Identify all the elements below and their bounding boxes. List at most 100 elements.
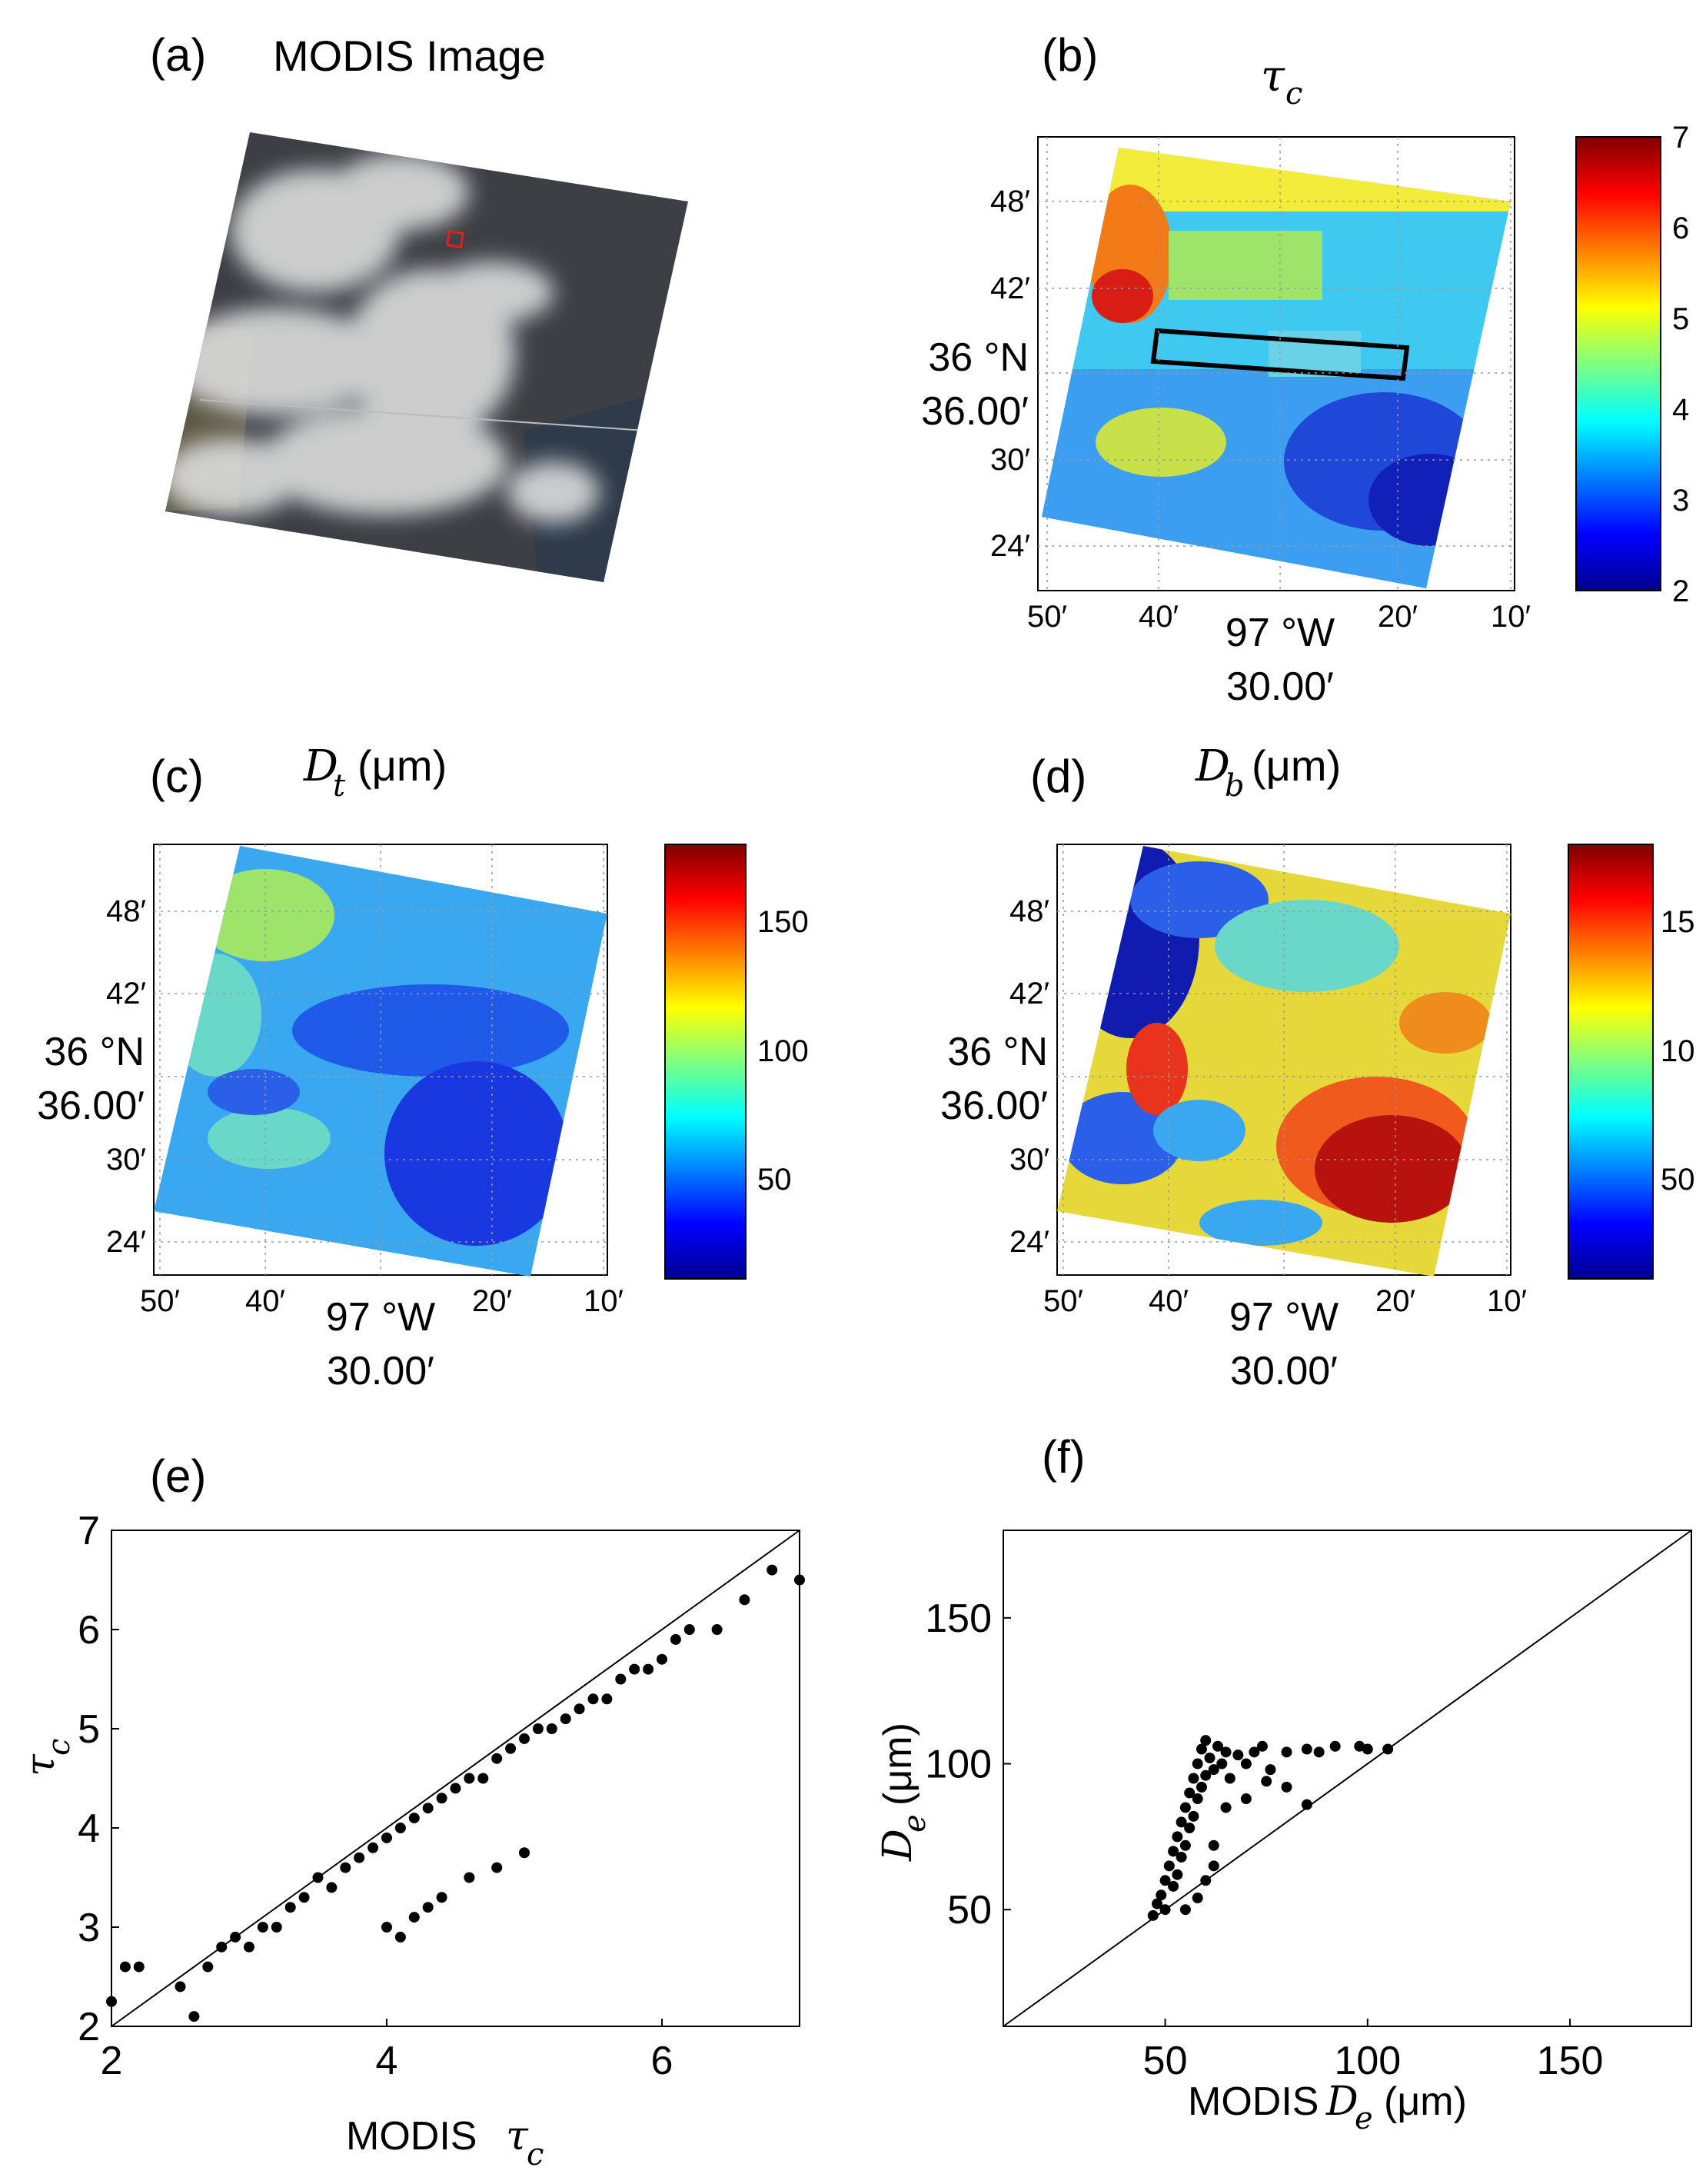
scatter-point xyxy=(643,1663,654,1675)
scatter-point xyxy=(1159,1875,1171,1886)
panel-f-xlabel-unit: (μm) xyxy=(1384,2079,1467,2124)
x-tick-label: 150 xyxy=(1537,2039,1604,2083)
panel-b-label: (b) xyxy=(1042,29,1098,81)
scatter-point xyxy=(1256,1740,1268,1752)
panel-c-lat-tick: 48′ xyxy=(106,894,146,928)
scatter-point xyxy=(1200,1735,1212,1746)
panel-d-lat-tick: 30′ xyxy=(1009,1143,1049,1177)
panel-b-lon-center-line2: 30.00′ xyxy=(1226,664,1334,709)
panel-e: (e) 2 4 6 2 3 4 5 6 7 MODIS τ c τ c xyxy=(18,1450,805,2172)
scatter-point xyxy=(436,1892,447,1903)
scatter-point xyxy=(1212,1740,1224,1752)
scatter-point xyxy=(1313,1746,1325,1758)
scatter-point xyxy=(1204,1752,1215,1763)
scatter-point xyxy=(1188,1773,1199,1784)
panel-d-lon-center-line2: 30.00′ xyxy=(1230,1349,1338,1393)
scatter-point xyxy=(1220,1802,1232,1813)
scatter-point xyxy=(202,1961,214,1973)
scatter-point xyxy=(1179,1802,1191,1813)
scatter-point xyxy=(257,1922,268,1933)
panel-b-lon-center: 97 °W xyxy=(1225,611,1335,655)
scatter-point xyxy=(657,1653,667,1665)
scatter-point xyxy=(1249,1746,1260,1758)
scatter-point xyxy=(271,1922,282,1933)
scatter-point xyxy=(436,1793,447,1804)
panel-e-reference-line xyxy=(111,1530,800,2027)
y-tick-label: 7 xyxy=(78,1509,100,1553)
scatter-point xyxy=(1159,1904,1171,1916)
panel-f-ylabel-symbol: D xyxy=(875,1829,921,1862)
scatter-point xyxy=(367,1842,379,1853)
scatter-point xyxy=(1208,1839,1219,1851)
panel-d-lon-tick: 20′ xyxy=(1375,1284,1415,1318)
panel-b-lon-tick: 50′ xyxy=(1027,600,1067,634)
panel-b-colorbar-tick: 4 xyxy=(1672,393,1689,427)
scatter-point xyxy=(1240,1793,1252,1805)
panel-e-ylabel-subscript: c xyxy=(42,1739,77,1756)
scatter-point xyxy=(560,1713,571,1725)
panel-d-colorbar: 150 100 50 xyxy=(1568,844,1696,1280)
scatter-point xyxy=(683,1624,695,1635)
panel-a-label: (a) xyxy=(150,29,206,81)
scatter-point xyxy=(394,1823,406,1833)
scatter-point xyxy=(1196,1743,1207,1755)
scatter-point xyxy=(1163,1860,1175,1872)
scatter-point xyxy=(326,1882,338,1893)
scatter-point xyxy=(450,1783,461,1794)
scatter-point xyxy=(1176,1851,1187,1863)
scatter-point xyxy=(354,1852,365,1863)
panel-d-colorbar-tick: 100 xyxy=(1661,1034,1696,1068)
panel-b-lat-center-line2: 36.00′ xyxy=(921,389,1029,434)
scatter-point xyxy=(1192,1893,1203,1904)
panel-d-lon-tick: 50′ xyxy=(1043,1284,1083,1318)
panel-f-xlabel-prefix: MODIS xyxy=(1188,2079,1319,2124)
scatter-point xyxy=(1184,1823,1196,1833)
scatter-point xyxy=(1192,1758,1203,1770)
scatter-point xyxy=(1192,1793,1203,1805)
scatter-point xyxy=(119,1961,131,1973)
panel-c: (c) D t (μm) xyxy=(37,741,809,1393)
scatter-point xyxy=(188,2011,200,2023)
panel-b-lat-tick: 48′ xyxy=(990,185,1030,218)
panel-e-xlabel-prefix: MODIS xyxy=(346,2114,477,2159)
scatter-point xyxy=(532,1723,544,1734)
scatter-point xyxy=(519,1733,530,1744)
scatter-point xyxy=(505,1743,517,1754)
panel-f-ylabel-unit: (μm) xyxy=(876,1723,920,1806)
panel-c-lat-center-line2: 36.00′ xyxy=(37,1084,145,1128)
panel-c-lat-tick: 24′ xyxy=(106,1225,146,1259)
panel-b-lat-tick: 24′ xyxy=(990,529,1030,563)
scatter-point xyxy=(1281,1781,1292,1793)
panel-c-lat-tick: 42′ xyxy=(106,977,146,1010)
scatter-point xyxy=(464,1773,475,1784)
scatter-point xyxy=(794,1574,805,1586)
scatter-point xyxy=(601,1693,613,1705)
scatter-point xyxy=(1301,1743,1312,1755)
scatter-point xyxy=(739,1594,750,1606)
panel-c-lon-center-line2: 30.00′ xyxy=(327,1349,434,1393)
panel-b-lat-tick: 42′ xyxy=(990,271,1030,305)
y-tick-label: 5 xyxy=(78,1707,100,1752)
panel-b-colorbar: 7 6 5 4 3 2 xyxy=(1575,121,1689,608)
scatter-point xyxy=(1216,1758,1228,1770)
y-tick-label: 50 xyxy=(947,1888,992,1933)
panel-b-roi-box xyxy=(1150,328,1410,381)
y-tick-label: 150 xyxy=(925,1596,992,1641)
panel-e-xlabel-symbol: τ xyxy=(506,2113,529,2159)
scatter-point xyxy=(1147,1909,1159,1921)
scatter-point xyxy=(1184,1787,1196,1799)
scatter-point xyxy=(1301,1799,1312,1810)
panel-d-lat-tick: 24′ xyxy=(1009,1225,1049,1259)
scatter-point xyxy=(519,1847,530,1859)
panel-e-y-ticks: 2 3 4 5 6 7 xyxy=(78,1509,119,2049)
panel-d-lat-center-line2: 36.00′ xyxy=(940,1084,1048,1128)
x-tick-label: 50 xyxy=(1143,2039,1188,2083)
panel-c-lon-tick: 10′ xyxy=(584,1284,624,1318)
panel-c-lon-tick: 20′ xyxy=(472,1284,512,1318)
x-tick-label: 6 xyxy=(651,2039,673,2083)
panel-c-lon-tick: 40′ xyxy=(245,1284,285,1318)
panel-f-x-ticks: 50 100 150 xyxy=(1143,2019,1604,2083)
scatter-point xyxy=(422,1803,434,1814)
scatter-point xyxy=(1220,1746,1232,1758)
